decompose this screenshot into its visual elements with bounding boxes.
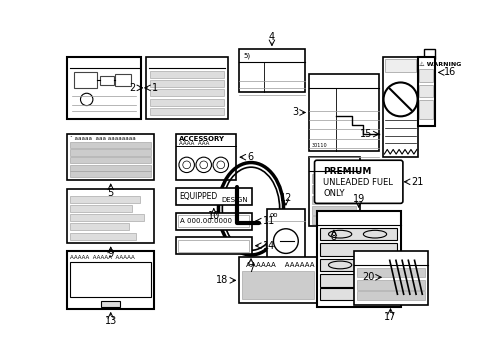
- Bar: [311, 195, 356, 204]
- Bar: [319, 259, 397, 271]
- Bar: [316, 211, 400, 307]
- Bar: [70, 233, 136, 239]
- Bar: [308, 157, 359, 226]
- Bar: [176, 237, 251, 254]
- Text: 3: 3: [291, 108, 298, 117]
- FancyBboxPatch shape: [314, 160, 402, 203]
- Bar: [319, 288, 397, 300]
- Text: 4: 4: [268, 32, 274, 42]
- Bar: [178, 215, 249, 227]
- Bar: [70, 142, 151, 148]
- Bar: [100, 76, 114, 85]
- Text: oo: oo: [269, 212, 278, 218]
- Bar: [319, 274, 397, 287]
- Bar: [356, 268, 424, 277]
- Text: 5: 5: [107, 188, 114, 198]
- Text: 16: 16: [443, 67, 455, 77]
- Text: 1: 1: [151, 83, 158, 93]
- Bar: [319, 228, 397, 240]
- Text: 19: 19: [352, 194, 364, 204]
- Bar: [319, 243, 397, 256]
- Bar: [242, 271, 313, 299]
- Bar: [146, 57, 227, 119]
- Text: 21: 21: [410, 177, 423, 187]
- Text: 2: 2: [129, 83, 135, 93]
- Bar: [115, 74, 131, 86]
- Bar: [266, 209, 305, 266]
- Bar: [176, 213, 251, 230]
- Bar: [176, 188, 251, 205]
- Text: 6: 6: [246, 152, 253, 162]
- Bar: [353, 251, 427, 305]
- Bar: [418, 85, 432, 97]
- Bar: [311, 185, 356, 193]
- Bar: [150, 89, 224, 96]
- Bar: [67, 134, 154, 180]
- Bar: [70, 149, 151, 156]
- Bar: [150, 99, 224, 105]
- Bar: [67, 251, 154, 309]
- Bar: [308, 74, 378, 151]
- Bar: [382, 57, 418, 157]
- Bar: [311, 174, 356, 183]
- Bar: [418, 100, 432, 119]
- Bar: [67, 189, 154, 243]
- Text: A 000.00.0000: A 000.00.0000: [180, 218, 232, 224]
- Bar: [101, 301, 120, 307]
- Text: 12: 12: [279, 193, 291, 203]
- Bar: [70, 157, 151, 163]
- Bar: [356, 280, 424, 289]
- Bar: [150, 71, 224, 78]
- Text: 7: 7: [247, 264, 254, 274]
- Bar: [70, 195, 140, 203]
- Bar: [70, 165, 151, 171]
- Bar: [150, 108, 224, 115]
- Bar: [239, 49, 305, 92]
- Bar: [150, 80, 224, 87]
- Bar: [70, 262, 151, 297]
- Bar: [311, 216, 356, 224]
- Bar: [70, 214, 144, 221]
- Bar: [70, 205, 132, 212]
- Text: DESIGN: DESIGN: [221, 197, 247, 203]
- Bar: [417, 57, 434, 126]
- Text: 9: 9: [107, 249, 114, 259]
- Text: ONLY: ONLY: [323, 189, 344, 198]
- Text: 5): 5): [243, 52, 250, 59]
- Text: PREMIUM: PREMIUM: [323, 167, 371, 176]
- Text: 20: 20: [361, 272, 373, 282]
- Text: 10: 10: [207, 211, 220, 221]
- Text: ˆ aaaaa  aaa aaaaaaaa: ˆ aaaaa aaa aaaaaaaa: [69, 136, 135, 141]
- Text: 30110: 30110: [311, 143, 326, 148]
- Text: 17: 17: [384, 312, 396, 322]
- Text: 11: 11: [262, 216, 274, 226]
- Bar: [418, 69, 432, 82]
- Bar: [384, 59, 415, 72]
- Text: EQUIPPED: EQUIPPED: [179, 192, 218, 201]
- Text: AAAA  AAA: AAAA AAA: [179, 141, 209, 146]
- Text: 13: 13: [104, 316, 117, 326]
- Bar: [311, 206, 356, 215]
- Bar: [384, 257, 425, 297]
- Bar: [176, 134, 236, 180]
- Bar: [356, 291, 424, 300]
- Text: 15: 15: [359, 129, 371, 139]
- Bar: [73, 72, 97, 88]
- Text: ACCESSORY: ACCESSORY: [179, 136, 224, 142]
- Text: 14: 14: [262, 241, 274, 251]
- Bar: [70, 171, 151, 177]
- Text: ⚠ WARNING: ⚠ WARNING: [418, 62, 461, 67]
- Bar: [67, 57, 141, 119]
- Bar: [239, 257, 316, 303]
- Text: AAAAA  AAAAA  AAAAA: AAAAA AAAAA AAAAA: [70, 255, 135, 260]
- Bar: [70, 223, 128, 230]
- Bar: [423, 49, 434, 59]
- Text: UNLEADED FUEL: UNLEADED FUEL: [323, 178, 392, 187]
- Bar: [178, 239, 249, 252]
- Text: 18: 18: [216, 275, 228, 285]
- Text: AAAAAA    AAAAAA: AAAAAA AAAAAA: [245, 262, 313, 268]
- Text: 8: 8: [330, 232, 336, 242]
